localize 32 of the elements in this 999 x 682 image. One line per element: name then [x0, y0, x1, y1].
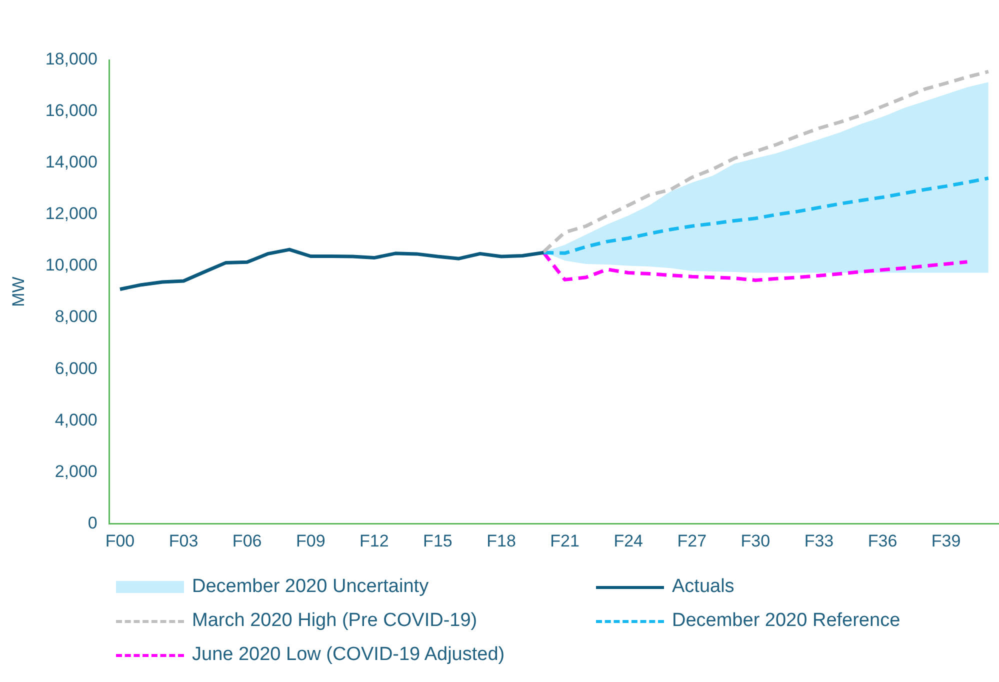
- x-tick-label: F12: [360, 531, 389, 550]
- x-tick-label: F36: [868, 531, 898, 550]
- legend-label: June 2020 Low (COVID-19 Adjusted): [192, 644, 505, 666]
- y-tick-label: 16,000: [45, 101, 98, 120]
- x-tick-label: F00: [105, 531, 135, 550]
- y-tick-label: 4,000: [54, 410, 98, 430]
- x-tick-label: F24: [614, 531, 643, 550]
- x-tick-label: F06: [232, 531, 262, 550]
- x-tick-label: F30: [740, 531, 770, 550]
- y-tick-label: 14,000: [45, 152, 98, 172]
- x-tick-label: F09: [296, 531, 326, 550]
- x-tick-label: F03: [168, 531, 198, 550]
- x-tick-label: F33: [804, 531, 834, 550]
- x-tick-label: F21: [550, 531, 580, 550]
- y-tick-label: 0: [88, 513, 98, 532]
- legend-label: December 2020 Reference: [672, 610, 900, 632]
- legend-label: Actuals: [672, 576, 734, 598]
- y-tick-label: 2,000: [54, 462, 98, 481]
- y-tick-label: 8,000: [54, 307, 98, 326]
- x-tick-label: F15: [423, 531, 452, 550]
- x-tick-label: F27: [677, 531, 707, 550]
- legend-label: March 2020 High (Pre COVID-19): [192, 610, 478, 632]
- x-tick-label: F18: [486, 531, 516, 550]
- x-tick-label: F39: [931, 531, 961, 550]
- y-tick-label: 6,000: [54, 358, 98, 378]
- text: December 2020 Uncertainty: [192, 576, 429, 598]
- y-tick-label: 10,000: [45, 256, 98, 275]
- y-axis-title: MW: [8, 276, 28, 307]
- y-tick-label: 18,000: [45, 50, 98, 69]
- line-series: [542, 176, 990, 255]
- y-tick-label: 12,000: [45, 204, 98, 224]
- line-series: [542, 70, 990, 254]
